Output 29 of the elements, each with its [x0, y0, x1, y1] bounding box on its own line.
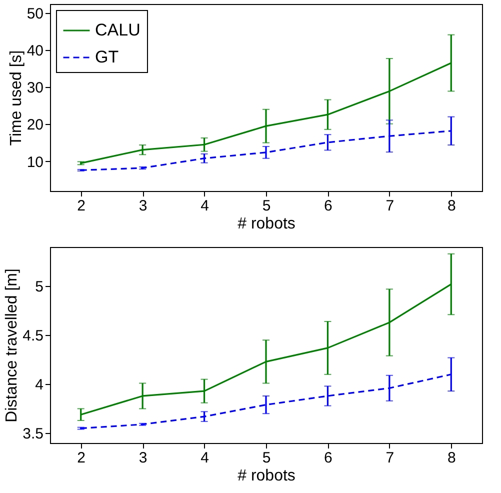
x-tick-label: 5: [262, 198, 271, 214]
x-tick-label: 6: [324, 450, 332, 466]
y-axis-title: Distance travelled [m]: [4, 268, 21, 422]
x-tick-label: 4: [200, 198, 209, 214]
legend-label: GT: [95, 48, 119, 66]
legend-label: CALU: [95, 20, 140, 40]
y-tick-label: 5: [35, 278, 44, 296]
x-tick-label: 3: [138, 198, 148, 214]
y-tick-label: 30: [26, 80, 44, 97]
y-tick-label: 40: [26, 42, 44, 60]
x-axis-title: # robots: [238, 216, 296, 232]
x-tick-label: 2: [77, 450, 86, 466]
y-tick-label: 3.5: [22, 426, 44, 443]
x-tick-label: 6: [324, 198, 332, 214]
y-tick-label: 4: [35, 376, 44, 394]
x-tick-label: 8: [447, 198, 456, 214]
x-tick-label: 5: [262, 450, 271, 466]
y-tick-label: 10: [26, 154, 44, 171]
x-tick-label: 4: [200, 450, 209, 466]
x-tick-label: 7: [386, 450, 394, 466]
y-axis-title: Time used [s]: [8, 50, 25, 146]
y-tick-label: 20: [26, 116, 44, 134]
x-tick-label: 8: [447, 450, 456, 466]
x-axis-title: # robots: [238, 468, 296, 484]
y-tick-label: 4.5: [22, 328, 44, 345]
y-tick-label: 50: [26, 5, 44, 22]
x-tick-label: 3: [138, 450, 148, 466]
x-tick-label: 2: [77, 198, 86, 214]
x-tick-label: 7: [386, 198, 394, 214]
